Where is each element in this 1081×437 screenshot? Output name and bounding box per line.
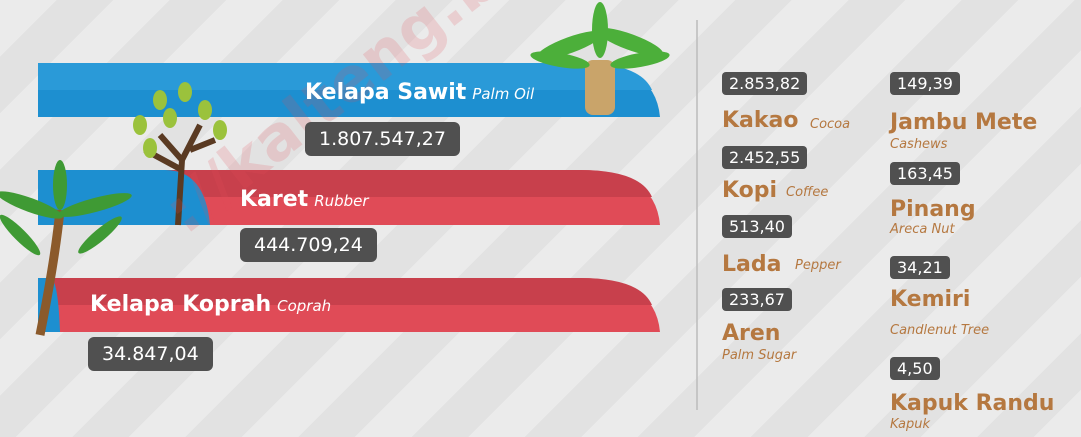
english: Coffee bbox=[786, 185, 828, 200]
value-box: 1.807.547,27 bbox=[305, 122, 460, 156]
value-box: 163,45 bbox=[890, 162, 960, 185]
commodity-label: Kelapa Sawit Palm Oil bbox=[305, 80, 534, 105]
name: Kapuk Randu bbox=[890, 393, 1054, 415]
value-box: 34,21 bbox=[890, 256, 950, 279]
value-box: 233,67 bbox=[722, 288, 792, 311]
name: Lada bbox=[722, 254, 781, 276]
english: Kapuk bbox=[890, 417, 930, 432]
name: Karet bbox=[240, 187, 308, 212]
english: Pepper bbox=[795, 258, 841, 273]
english: Candlenut Tree bbox=[890, 323, 989, 338]
value-box: 2.452,55 bbox=[722, 146, 807, 169]
name: Kemiri bbox=[890, 289, 970, 311]
value-box: 149,39 bbox=[890, 72, 960, 95]
english: Palm Sugar bbox=[722, 348, 796, 363]
value-box: 444.709,24 bbox=[240, 228, 377, 262]
name: Kelapa Sawit bbox=[305, 80, 466, 105]
value-box: 513,40 bbox=[722, 215, 792, 238]
name: Aren bbox=[722, 323, 780, 345]
name: Jambu Mete bbox=[890, 112, 1037, 134]
page: ://kalteng.bps.go.id Kelapa SawitPalm Oi… bbox=[0, 0, 1081, 437]
name: Kelapa Koprah bbox=[90, 292, 271, 317]
english: Palm Oil bbox=[472, 85, 534, 103]
english: Rubber bbox=[314, 192, 368, 210]
commodity-label: Karet Rubber bbox=[240, 187, 369, 212]
name: Kakao bbox=[722, 110, 798, 132]
english: Areca Nut bbox=[890, 222, 955, 237]
value-box: 34.847,04 bbox=[88, 337, 213, 371]
value-box: 4,50 bbox=[890, 357, 940, 380]
value-box: 2.853,82 bbox=[722, 72, 807, 95]
english: Cocoa bbox=[810, 117, 850, 132]
commodity-label: Kelapa Koprah Coprah bbox=[90, 292, 331, 317]
english: Cashews bbox=[890, 137, 947, 152]
name: Pinang bbox=[890, 199, 976, 221]
english: Coprah bbox=[277, 297, 331, 315]
name: Kopi bbox=[722, 180, 777, 202]
